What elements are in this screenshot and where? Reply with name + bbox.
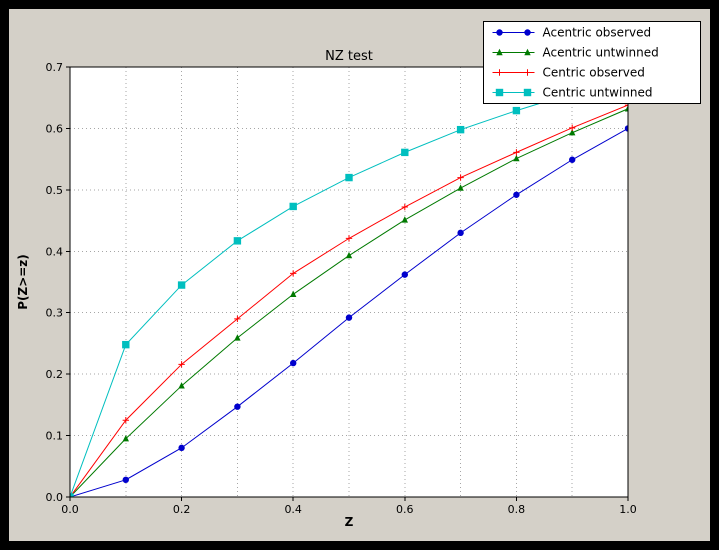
- square-marker: [177, 281, 186, 289]
- x-tick-label: 0.4: [284, 503, 302, 516]
- triangle-marker: [290, 290, 297, 297]
- triangle-marker: [457, 184, 464, 191]
- plus-marker: [345, 235, 353, 242]
- plus-marker: [178, 361, 185, 368]
- legend-box: [483, 21, 701, 104]
- square-marker: [233, 237, 242, 245]
- circle-marker: [524, 29, 531, 36]
- series-group: [70, 73, 628, 497]
- plus-marker: [122, 417, 129, 424]
- plus-marker: [234, 315, 241, 323]
- circle-marker: [457, 229, 464, 237]
- x-tick-label: 0.2: [173, 503, 191, 516]
- triangle-marker: [122, 434, 129, 442]
- triangle-marker: [345, 251, 353, 259]
- y-tick-label: 0.2: [46, 368, 64, 381]
- y-tick-label: 0.5: [46, 184, 64, 197]
- y-tick-label: 0.0: [46, 491, 64, 504]
- y-tick-label: 0.4: [46, 245, 64, 258]
- legend-label-acentric-untwinned: Acentric untwinned: [543, 46, 659, 60]
- plus-marker: [401, 203, 408, 211]
- circle-marker: [624, 125, 628, 132]
- square-marker: [523, 88, 532, 97]
- chart-title: NZ test: [325, 49, 373, 64]
- square-marker: [512, 106, 521, 115]
- square-marker: [122, 340, 130, 349]
- triangle-marker: [569, 129, 576, 136]
- circle-marker: [401, 271, 408, 278]
- x-tick-label: 0.6: [396, 503, 414, 516]
- axes-frame: [69, 66, 629, 498]
- plus-marker: [457, 174, 464, 181]
- triangle-marker: [524, 48, 531, 56]
- triangle-marker: [513, 154, 520, 162]
- x-tick-label: 1.0: [619, 503, 637, 516]
- x-tick-label: 0.8: [508, 503, 526, 516]
- gridlines: [70, 67, 628, 497]
- y-tick-label: 0.6: [46, 122, 64, 135]
- square-marker: [495, 88, 504, 97]
- triangle-marker: [401, 216, 408, 223]
- circle-marker: [234, 403, 241, 410]
- square-marker: [345, 173, 353, 182]
- legend-label-centric-observed: Centric observed: [543, 66, 645, 80]
- circle-marker: [496, 29, 503, 36]
- legend-label-acentric-observed: Acentric observed: [543, 26, 652, 40]
- plus-marker: [624, 101, 628, 109]
- triangle-marker: [496, 48, 503, 56]
- circle-marker: [569, 156, 576, 163]
- y-tick-label: 0.3: [46, 307, 64, 320]
- plus-marker: [569, 124, 576, 132]
- plot-area: [70, 67, 628, 497]
- circle-marker: [345, 314, 353, 321]
- triangle-marker: [234, 334, 241, 341]
- axis-tick-labels: 0.0 0.2 0.4 0.6 0.8 1.0 0.0 0.1 0.2 0.3 0.4 0.5 0.6 0…: [46, 61, 637, 516]
- legend: Acentric observed Acentric untwinned Centr…: [483, 21, 701, 104]
- square-marker: [401, 148, 409, 157]
- square-marker: [289, 202, 297, 211]
- circle-marker: [122, 476, 129, 483]
- y-tick-label: 0.7: [46, 61, 64, 74]
- circle-marker: [290, 359, 297, 367]
- legend-label-centric-untwinned: Centric untwinned: [543, 86, 653, 100]
- plus-marker: [290, 270, 297, 277]
- axis-ticks: [66, 66, 629, 501]
- plus-marker: [513, 149, 520, 156]
- x-tick-label: 0.0: [61, 503, 79, 516]
- y-axis-label: P(Z>=z): [16, 254, 30, 310]
- circle-marker: [513, 191, 520, 198]
- triangle-marker: [624, 105, 628, 112]
- circle-marker: [178, 444, 185, 452]
- plus-marker: [496, 69, 503, 76]
- x-axis-label: Z: [345, 515, 354, 529]
- y-tick-label: 0.1: [46, 430, 64, 443]
- square-marker: [456, 125, 465, 134]
- plus-marker: [524, 69, 531, 76]
- triangle-marker: [178, 382, 185, 389]
